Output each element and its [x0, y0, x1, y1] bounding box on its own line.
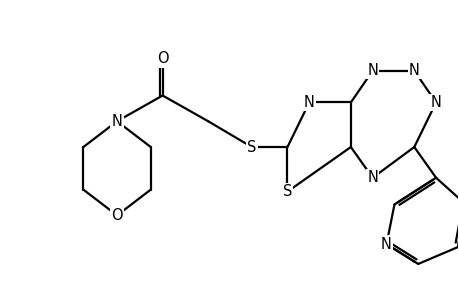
Text: N: N	[380, 237, 391, 252]
Text: O: O	[157, 51, 168, 66]
Text: S: S	[282, 184, 291, 199]
Text: S: S	[246, 140, 256, 154]
Text: O: O	[111, 208, 123, 223]
Text: N: N	[366, 63, 377, 78]
Text: N: N	[408, 63, 419, 78]
Text: N: N	[366, 170, 377, 185]
Text: N: N	[112, 114, 122, 129]
Text: N: N	[430, 95, 441, 110]
Text: N: N	[303, 95, 314, 110]
